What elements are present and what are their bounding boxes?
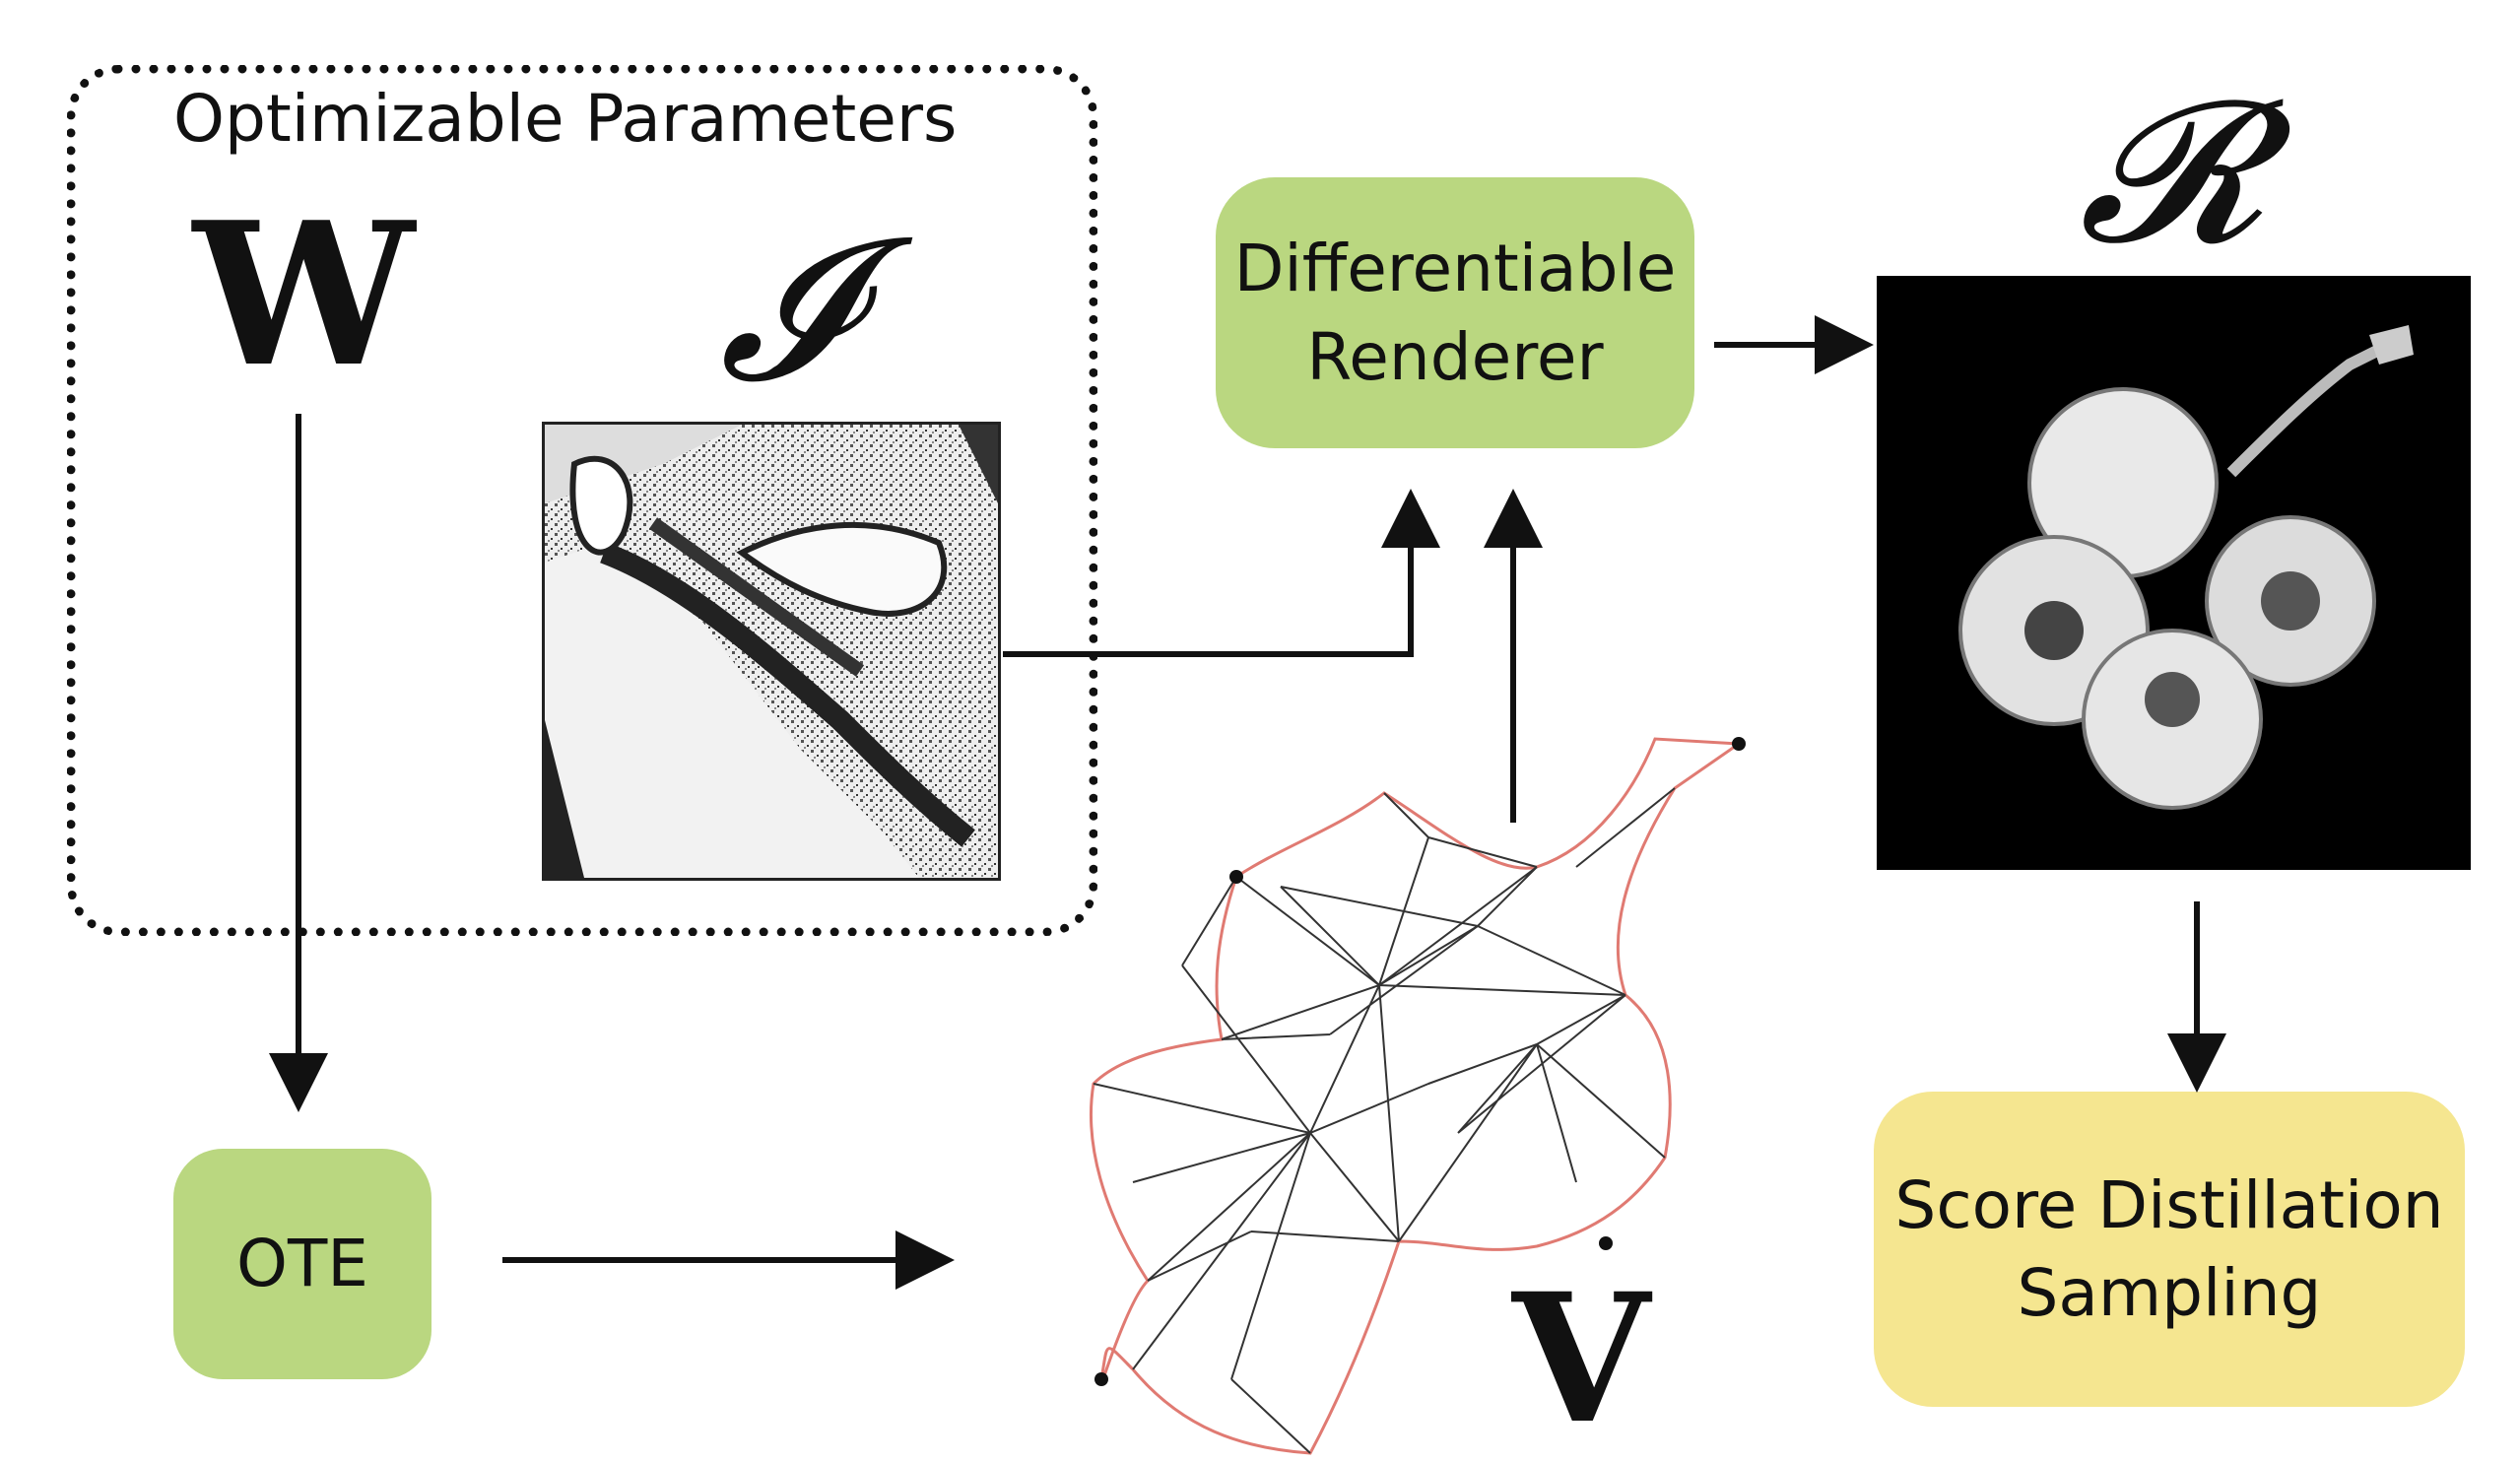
render-symbol: 𝓡 bbox=[2079, 57, 2263, 287]
texture-image bbox=[542, 422, 1001, 881]
vertices-symbol: V bbox=[1512, 1255, 1650, 1463]
rendered-image bbox=[1877, 276, 2471, 870]
sds-label-line1: Score Distillation bbox=[1894, 1166, 2444, 1243]
score-distillation-node: Score Distillation Sampling bbox=[1874, 1092, 2465, 1407]
mesh-wireframe bbox=[1090, 737, 1744, 1455]
optimizable-parameters-title: Optimizable Parameters bbox=[173, 81, 958, 157]
renderer-label-line2: Renderer bbox=[1306, 318, 1604, 395]
weights-symbol: W bbox=[193, 179, 415, 411]
mesh-keypoints bbox=[1094, 737, 1746, 1386]
renderer-label-line1: Differentiable bbox=[1233, 231, 1677, 307]
texture-symbol: 𝓘 bbox=[719, 195, 853, 425]
differentiable-renderer-node: Differentiable Renderer bbox=[1216, 177, 1694, 448]
sds-label-line2: Sampling bbox=[2017, 1255, 2322, 1331]
optimizable-parameters-box bbox=[67, 65, 1097, 936]
ote-node: OTE bbox=[173, 1149, 431, 1379]
ote-label: OTE bbox=[236, 1226, 368, 1302]
arrow-texture-to-renderer bbox=[1003, 489, 1440, 657]
